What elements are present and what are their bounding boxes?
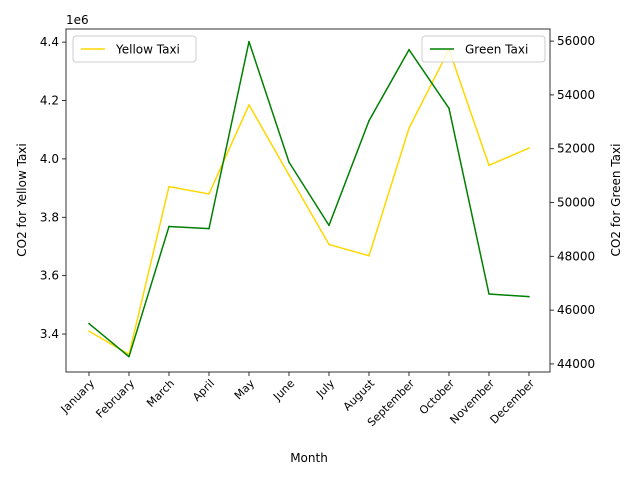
green-taxi-line	[88, 40, 530, 358]
right-y-tick-label: 48000	[557, 249, 595, 263]
legend-frame	[421, 35, 546, 63]
left-y-tick-label: 4.2	[40, 94, 59, 108]
legends-layer: Yellow Taxi Green Taxi	[72, 35, 546, 63]
legend-frame	[72, 35, 197, 63]
left-y-tick-label: 3.4	[40, 327, 59, 341]
green-taxi-point	[208, 227, 210, 230]
green-taxi-point	[448, 107, 450, 110]
green-taxi-point	[168, 225, 170, 228]
yellow-taxi-point	[248, 104, 250, 106]
green-taxi-point	[528, 295, 530, 298]
left-y-tick-label: 3.6	[40, 269, 59, 283]
right-y-tick-label: 50000	[557, 196, 595, 210]
green-taxi-point	[288, 161, 290, 163]
left-y-tick-label: 3.8	[40, 210, 59, 224]
yellow-taxi-point	[208, 193, 210, 195]
green-taxi-point	[128, 355, 130, 358]
legend-label: Yellow Taxi	[115, 43, 180, 57]
x-tick-label: February	[93, 377, 137, 421]
x-tick-label: January	[58, 377, 98, 417]
green-taxi-point	[488, 293, 490, 295]
right-y-tick-label: 52000	[557, 142, 595, 156]
left-y-tick-label: 4.0	[40, 152, 59, 166]
x-tick-label: July	[313, 377, 337, 401]
yellow-taxi-point	[368, 255, 370, 257]
right-y-axis-label: CO2 for Green Taxi	[609, 144, 623, 257]
yellow-taxi-point	[408, 127, 410, 130]
legend-label: Green Taxi	[465, 43, 528, 57]
yellow-taxi-point	[168, 185, 170, 188]
green-taxi-point	[88, 322, 90, 325]
x-tick-label: May	[232, 377, 258, 403]
yellow-taxi-point	[488, 164, 490, 167]
green-taxi-point	[328, 224, 330, 227]
green-taxi-legend: Green Taxi	[421, 35, 546, 63]
right-y-tick-label: 56000	[557, 34, 595, 48]
left-y-tick-label: 4.4	[40, 35, 59, 49]
x-tick-label: April	[190, 377, 217, 404]
x-tick-label: August	[341, 376, 378, 413]
marks-layer	[88, 40, 530, 358]
green-taxi-point	[408, 48, 410, 51]
left-y-axis-label: CO2 for Yellow Taxi	[15, 143, 29, 256]
plot-frame	[65, 28, 551, 373]
yellow-taxi-line	[88, 48, 530, 356]
x-axis-label: Month	[290, 451, 328, 465]
x-tick-label: March	[144, 377, 177, 410]
yellow-taxi-point	[528, 147, 530, 149]
x-tick-label: June	[270, 377, 297, 404]
green-taxi-point	[368, 119, 370, 122]
left-axis-offset-label: 1e6	[66, 13, 89, 27]
yellow-taxi-point	[288, 174, 290, 176]
right-y-tick-label: 46000	[557, 303, 595, 317]
yellow-taxi-point	[328, 243, 330, 246]
labels-layer: Month CO2 for Yellow Taxi CO2 for Green …	[15, 13, 623, 465]
green-taxi-point	[248, 40, 250, 43]
x-tick-label: October	[417, 377, 458, 418]
right-y-tick-label: 54000	[557, 88, 595, 102]
yellow-taxi-point	[88, 330, 90, 332]
right-y-tick-label: 44000	[557, 357, 595, 371]
yellow-taxi-legend: Yellow Taxi	[72, 35, 197, 63]
